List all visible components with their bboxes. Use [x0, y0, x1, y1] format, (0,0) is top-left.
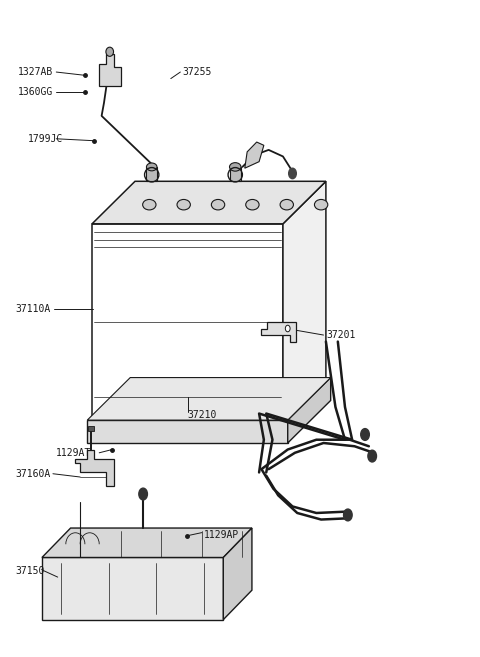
- Ellipse shape: [106, 47, 114, 57]
- Text: 37110A: 37110A: [16, 304, 51, 314]
- Ellipse shape: [146, 163, 157, 171]
- Text: 1360GG: 1360GG: [18, 87, 53, 97]
- Polygon shape: [42, 558, 223, 620]
- Ellipse shape: [177, 200, 191, 210]
- Ellipse shape: [314, 200, 328, 210]
- Ellipse shape: [229, 163, 241, 171]
- Text: 1327AB: 1327AB: [18, 67, 53, 77]
- Polygon shape: [87, 420, 288, 443]
- Ellipse shape: [211, 200, 225, 210]
- Circle shape: [139, 488, 147, 500]
- Polygon shape: [288, 378, 331, 443]
- Polygon shape: [245, 142, 264, 168]
- Polygon shape: [87, 378, 331, 420]
- Circle shape: [368, 450, 376, 462]
- Polygon shape: [262, 322, 296, 342]
- Text: 37160A: 37160A: [16, 468, 51, 479]
- Text: 1799JC: 1799JC: [28, 134, 63, 144]
- Polygon shape: [92, 181, 326, 224]
- Text: 37255: 37255: [183, 67, 212, 77]
- Text: 37150: 37150: [16, 566, 45, 576]
- Polygon shape: [42, 528, 252, 558]
- Circle shape: [361, 428, 369, 440]
- Polygon shape: [146, 167, 157, 181]
- Polygon shape: [92, 224, 283, 420]
- Text: 1129AP: 1129AP: [204, 530, 240, 539]
- Ellipse shape: [246, 200, 259, 210]
- Polygon shape: [223, 528, 252, 620]
- Text: 37210: 37210: [188, 410, 217, 420]
- Polygon shape: [99, 54, 120, 87]
- Polygon shape: [75, 449, 114, 486]
- Text: 37201: 37201: [326, 330, 355, 340]
- Bar: [88, 426, 95, 431]
- Ellipse shape: [143, 200, 156, 210]
- Circle shape: [285, 325, 290, 332]
- Text: 1129AT: 1129AT: [56, 448, 92, 458]
- Circle shape: [288, 168, 296, 179]
- Polygon shape: [283, 181, 326, 420]
- Polygon shape: [229, 167, 241, 181]
- Ellipse shape: [280, 200, 293, 210]
- Circle shape: [344, 509, 352, 521]
